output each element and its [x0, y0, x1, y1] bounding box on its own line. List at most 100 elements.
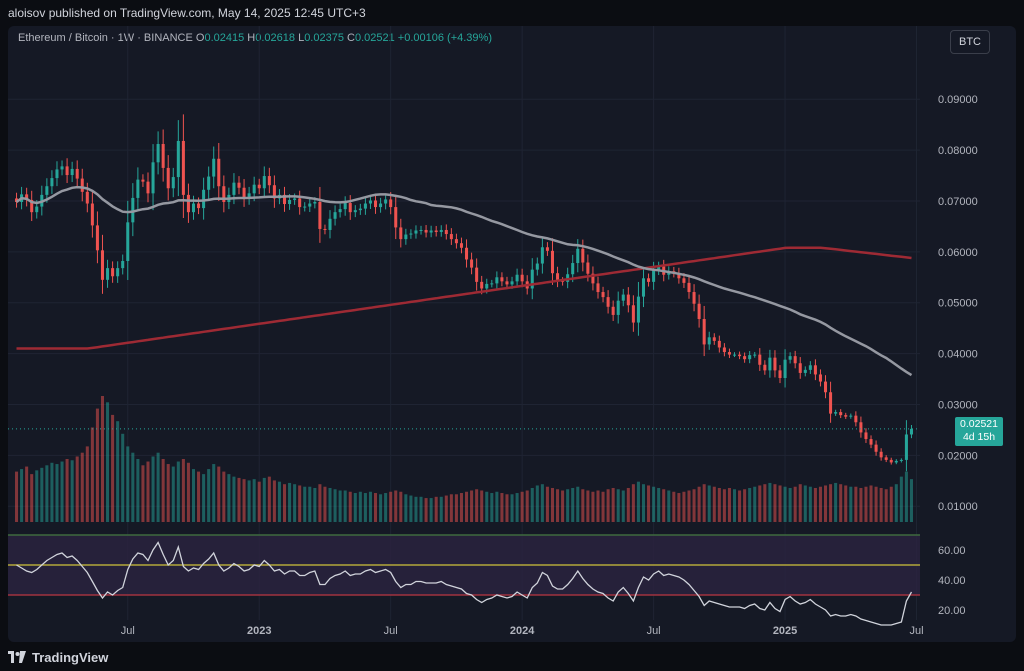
- time-tick-label: Jul: [909, 625, 923, 637]
- volume-bar: [712, 486, 716, 522]
- chart-area[interactable]: Ethereum / Bitcoin · 1W · BINANCE O0.024…: [8, 26, 1016, 642]
- candle-body: [313, 201, 317, 204]
- candle-body: [743, 356, 747, 360]
- volume-bar: [90, 427, 94, 522]
- candle-body: [793, 356, 797, 364]
- candle-body: [25, 194, 29, 200]
- volume-bar: [293, 484, 297, 522]
- candle-body: [556, 273, 560, 281]
- rsi-tick-label: 60.00: [938, 545, 966, 557]
- candle-body: [222, 186, 226, 202]
- volume-bar: [788, 487, 792, 522]
- volume-bar: [409, 495, 413, 522]
- volume-bar: [874, 486, 878, 522]
- candle-body: [166, 167, 170, 189]
- volume-bar: [647, 485, 651, 522]
- candle-body: [894, 460, 898, 463]
- candle-body: [449, 234, 453, 240]
- volume-bar: [30, 474, 34, 522]
- volume-bar: [535, 485, 539, 522]
- candle-body: [141, 179, 145, 182]
- volume-bar: [576, 486, 580, 522]
- candle-body: [262, 176, 266, 189]
- candle-body: [702, 318, 706, 345]
- footer[interactable]: TradingView: [8, 648, 108, 666]
- candle-body: [480, 281, 484, 289]
- candle-body: [90, 203, 94, 226]
- candle-body: [186, 194, 190, 213]
- volume-bar: [25, 466, 29, 522]
- volume-bar: [237, 477, 241, 522]
- candle-body: [50, 178, 54, 187]
- currency-button[interactable]: BTC: [950, 30, 990, 54]
- volume-bar: [146, 461, 150, 522]
- volume-bar: [884, 489, 888, 522]
- volume-bar: [141, 465, 145, 522]
- candle-body: [374, 200, 378, 208]
- candle-body: [520, 274, 524, 282]
- candle-body: [808, 365, 812, 370]
- volume-bar: [171, 466, 175, 522]
- volume-bar: [854, 486, 858, 522]
- candle-body: [384, 199, 388, 204]
- candle-body: [126, 222, 130, 262]
- volume-bar: [424, 498, 428, 522]
- candle-body: [465, 247, 469, 260]
- candle-body: [859, 422, 863, 433]
- volume-bar: [707, 485, 711, 522]
- volume-bar: [384, 493, 388, 522]
- candle-body: [156, 144, 160, 163]
- volume-bar: [449, 494, 453, 522]
- volume-bar: [288, 482, 292, 522]
- volume-bar: [652, 486, 656, 522]
- long-moving-average-line: [16, 246, 912, 350]
- volume-bar: [829, 484, 833, 522]
- candle-body: [732, 354, 737, 356]
- volume-bar: [429, 498, 433, 522]
- volume-bar: [404, 494, 408, 522]
- candle-body: [30, 199, 34, 213]
- candle-body: [368, 200, 372, 204]
- candle-body: [131, 197, 135, 223]
- candle-body: [121, 261, 125, 269]
- candle-body: [899, 459, 903, 461]
- volume-bar: [566, 489, 570, 522]
- candle-body: [692, 292, 696, 304]
- volume-bar: [242, 479, 246, 522]
- volume-bar: [399, 491, 403, 522]
- volume-bar: [267, 476, 271, 522]
- candle-body: [884, 457, 888, 460]
- volume-bar: [738, 490, 742, 522]
- candle-body: [788, 356, 792, 360]
- candle-body: [581, 248, 585, 263]
- candle-body: [454, 239, 458, 244]
- candle-body: [540, 247, 544, 264]
- candle-body: [399, 227, 403, 240]
- candle-body: [824, 381, 828, 393]
- time-tick-label: 2023: [247, 625, 271, 637]
- candle-body: [874, 444, 878, 452]
- volume-bar: [161, 459, 165, 522]
- price-tick-label: 0.01000: [938, 501, 978, 513]
- volume-bar: [899, 476, 903, 522]
- candle-body: [55, 169, 59, 179]
- candle-body: [879, 451, 883, 458]
- candle-body: [409, 233, 413, 235]
- candle-body: [338, 209, 342, 213]
- volume-bar: [672, 491, 676, 522]
- candle-body: [500, 277, 504, 282]
- volume-bar: [844, 485, 848, 522]
- candle-body: [293, 198, 297, 200]
- volume-bar: [454, 494, 458, 522]
- last-price-value: 0.02521: [960, 417, 998, 430]
- volume-bar: [374, 493, 378, 522]
- candle-body: [550, 250, 554, 274]
- volume-bar: [45, 465, 49, 522]
- volume-bar: [333, 489, 337, 522]
- volume-bar: [389, 491, 393, 522]
- volume-bar: [606, 489, 610, 522]
- candle-body: [232, 182, 236, 195]
- change-value: +0.00106 (+4.39%): [397, 32, 492, 44]
- candle-body: [803, 369, 807, 373]
- candle-body: [748, 355, 752, 360]
